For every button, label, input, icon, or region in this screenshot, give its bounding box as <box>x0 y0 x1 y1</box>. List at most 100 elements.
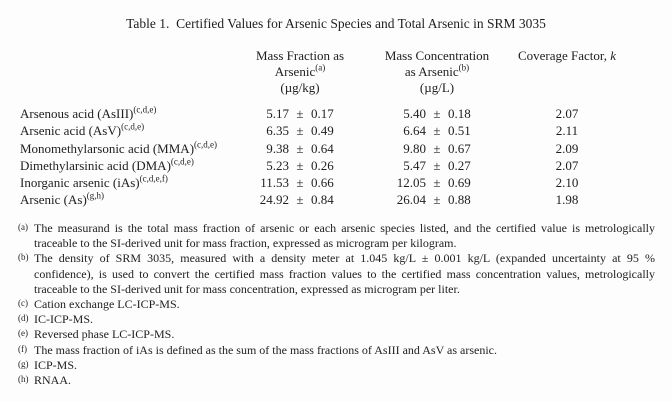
mass-concentration-cell: 5.47 ±0.27 <box>362 157 512 174</box>
uncertainty: 0.84 <box>311 192 334 208</box>
value: 9.38 <box>266 140 289 156</box>
uncertainty: 0.27 <box>448 157 471 173</box>
footnote-refs: (c,d,e) <box>194 139 218 150</box>
plus-minus: ± <box>433 140 441 156</box>
footnote-text: RNAA. <box>34 373 72 388</box>
coverage-factor-cell: 2.11 <box>555 123 579 139</box>
mass-fraction-cell: 6.35 ±0.49 <box>238 122 362 139</box>
footnote-text: ICP-MS. <box>34 357 78 372</box>
species-label: Arsenic acid (AsV) <box>20 123 122 139</box>
table-header-row: Mass Fraction as Arsenic(a) (µg/kg) Mass… <box>20 48 622 96</box>
k-symbol: k <box>610 48 617 63</box>
species-label: Arsenous acid (AsIII) <box>20 106 134 121</box>
mass-concentration-cell: 5.40 ±0.18 <box>362 105 512 122</box>
mass-fraction-cell: 24.92 ±0.84 <box>238 191 362 208</box>
footnote-refs: (c,d,e,f) <box>139 173 168 184</box>
value: 6.35 <box>266 123 289 139</box>
certified-values-table: Mass Fraction as Arsenic(a) (µg/kg) Mass… <box>20 48 622 209</box>
value: 5.23 <box>266 157 289 173</box>
plus-minus: ± <box>433 123 441 139</box>
uncertainty: 0.88 <box>448 192 471 208</box>
table-row: Dimethylarsinic acid (DMA)(c,d,e) 5.23 ±0… <box>20 157 622 174</box>
mass-concentration-header-line2: as Arsenic(b) <box>362 63 512 80</box>
plus-minus: ± <box>433 175 441 191</box>
value: 9.80 <box>403 140 426 156</box>
species-name: Arsenic (As)(g,h) <box>20 191 238 208</box>
footnote-refs: (g,h) <box>86 191 105 202</box>
value: 6.64 <box>403 123 426 139</box>
table-body: Arsenous acid (AsIII)(c,d,e) 5.17 ±0.17 5… <box>20 105 622 209</box>
footnote-marker: (d) <box>18 313 29 324</box>
uncertainty: 0.64 <box>311 140 334 156</box>
footnote-marker: (h) <box>18 374 29 385</box>
mass-fraction-unit: (µg/kg) <box>280 80 320 95</box>
footnotes-section: (a) The measurand is the total mass fract… <box>18 221 655 388</box>
footnote-marker: (b) <box>18 252 29 263</box>
footnote-marker: (c) <box>18 298 28 309</box>
footnote-text: The measurand is the total mass fraction… <box>34 221 655 251</box>
table-row: Arsenous acid (AsIII)(c,d,e) 5.17 ±0.17 5… <box>20 105 622 122</box>
value: 12.05 <box>396 175 426 191</box>
mass-concentration-header-line1: Mass Concentration <box>384 48 490 63</box>
uncertainty: 0.67 <box>448 140 471 156</box>
mass-fraction-cell: 5.17 ±0.17 <box>238 105 362 122</box>
table-row: Arsenic (As)(g,h) 24.92 ±0.84 26.04 ±0.88 … <box>20 191 622 208</box>
mass-fraction-cell: 11.53 ±0.66 <box>238 174 362 191</box>
plus-minus: ± <box>296 123 304 139</box>
footnote-text: Cation exchange LC-ICP-MS. <box>34 297 180 312</box>
uncertainty: 0.66 <box>311 175 334 191</box>
uncertainty: 0.18 <box>448 106 471 121</box>
table-row: Monomethylarsonic acid (MMA)(c,d,e) 9.38… <box>20 140 622 157</box>
footnote-refs: (c,d,e) <box>121 121 145 132</box>
species-name: Monomethylarsonic acid (MMA)(c,d,e) <box>20 140 238 157</box>
mass-fraction-cell: 5.23 ±0.26 <box>238 157 362 174</box>
footnote-g: (g) ICP-MS. <box>18 358 655 373</box>
footnote-ref-a: (a) <box>315 62 326 73</box>
footnote-text: The density of SRM 3035, measured with a… <box>34 251 655 296</box>
uncertainty: 0.69 <box>448 175 471 191</box>
value: 5.47 <box>403 157 426 173</box>
footnote-text: IC-ICP-MS. <box>34 312 94 327</box>
footnote-marker: (g) <box>18 358 29 369</box>
plus-minus: ± <box>433 106 441 121</box>
mass-fraction-header-line2: Arsenic(a) <box>238 62 362 80</box>
footnote-c: (c) Cation exchange LC-ICP-MS. <box>18 297 655 312</box>
coverage-factor-cell: 2.10 <box>555 175 579 191</box>
mass-concentration-cell: 9.80 ±0.67 <box>362 140 512 157</box>
mass-concentration-cell: 12.05 ±0.69 <box>362 174 512 191</box>
value: 11.53 <box>260 175 289 191</box>
mass-fraction-header-word: Arsenic <box>274 64 316 79</box>
uncertainty: 0.17 <box>311 106 334 121</box>
footnote-marker: (f) <box>18 343 27 354</box>
plus-minus: ± <box>433 192 441 208</box>
coverage-factor-cell: 2.07 <box>555 106 579 121</box>
uncertainty: 0.26 <box>311 157 334 173</box>
mass-fraction-cell: 9.38 ±0.64 <box>238 140 362 157</box>
species-column-header-empty <box>20 48 238 96</box>
mass-concentration-header-word: as Arsenic <box>404 64 459 79</box>
value: 26.04 <box>396 192 426 208</box>
coverage-factor-cell: 2.09 <box>555 140 579 156</box>
table-row: Arsenic acid (AsV)(c,d,e) 6.35 ±0.49 6.64… <box>20 122 622 139</box>
uncertainty: 0.51 <box>448 123 471 139</box>
species-label: Arsenic (As) <box>20 192 87 208</box>
value: 5.40 <box>403 106 426 121</box>
coverage-factor-label: Coverage Factor, <box>517 48 611 63</box>
species-name: Inorganic arsenic (iAs)(c,d,e,f) <box>20 174 238 191</box>
value: 24.92 <box>259 192 289 208</box>
footnote-a: (a) The measurand is the total mass fract… <box>18 221 655 251</box>
mass-concentration-unit: (µg/L) <box>419 80 455 95</box>
table-row: Inorganic arsenic (iAs)(c,d,e,f) 11.53 ±0… <box>20 174 622 191</box>
footnote-text: The mass fraction of iAs is defined as t… <box>34 342 498 357</box>
species-name: Arsenic acid (AsV)(c,d,e) <box>20 122 238 139</box>
mass-fraction-header-line1: Mass Fraction as <box>255 48 345 63</box>
plus-minus: ± <box>296 140 304 156</box>
footnote-h: (h) RNAA. <box>18 373 655 388</box>
value: 5.17 <box>266 106 289 121</box>
species-name: Dimethylarsinic acid (DMA)(c,d,e) <box>20 157 238 174</box>
footnote-e: (e) Reversed phase LC-ICP-MS. <box>18 327 655 342</box>
plus-minus: ± <box>296 175 304 191</box>
plus-minus: ± <box>296 157 304 173</box>
table-title: Table 1. Certified Values for Arsenic Sp… <box>126 16 546 31</box>
